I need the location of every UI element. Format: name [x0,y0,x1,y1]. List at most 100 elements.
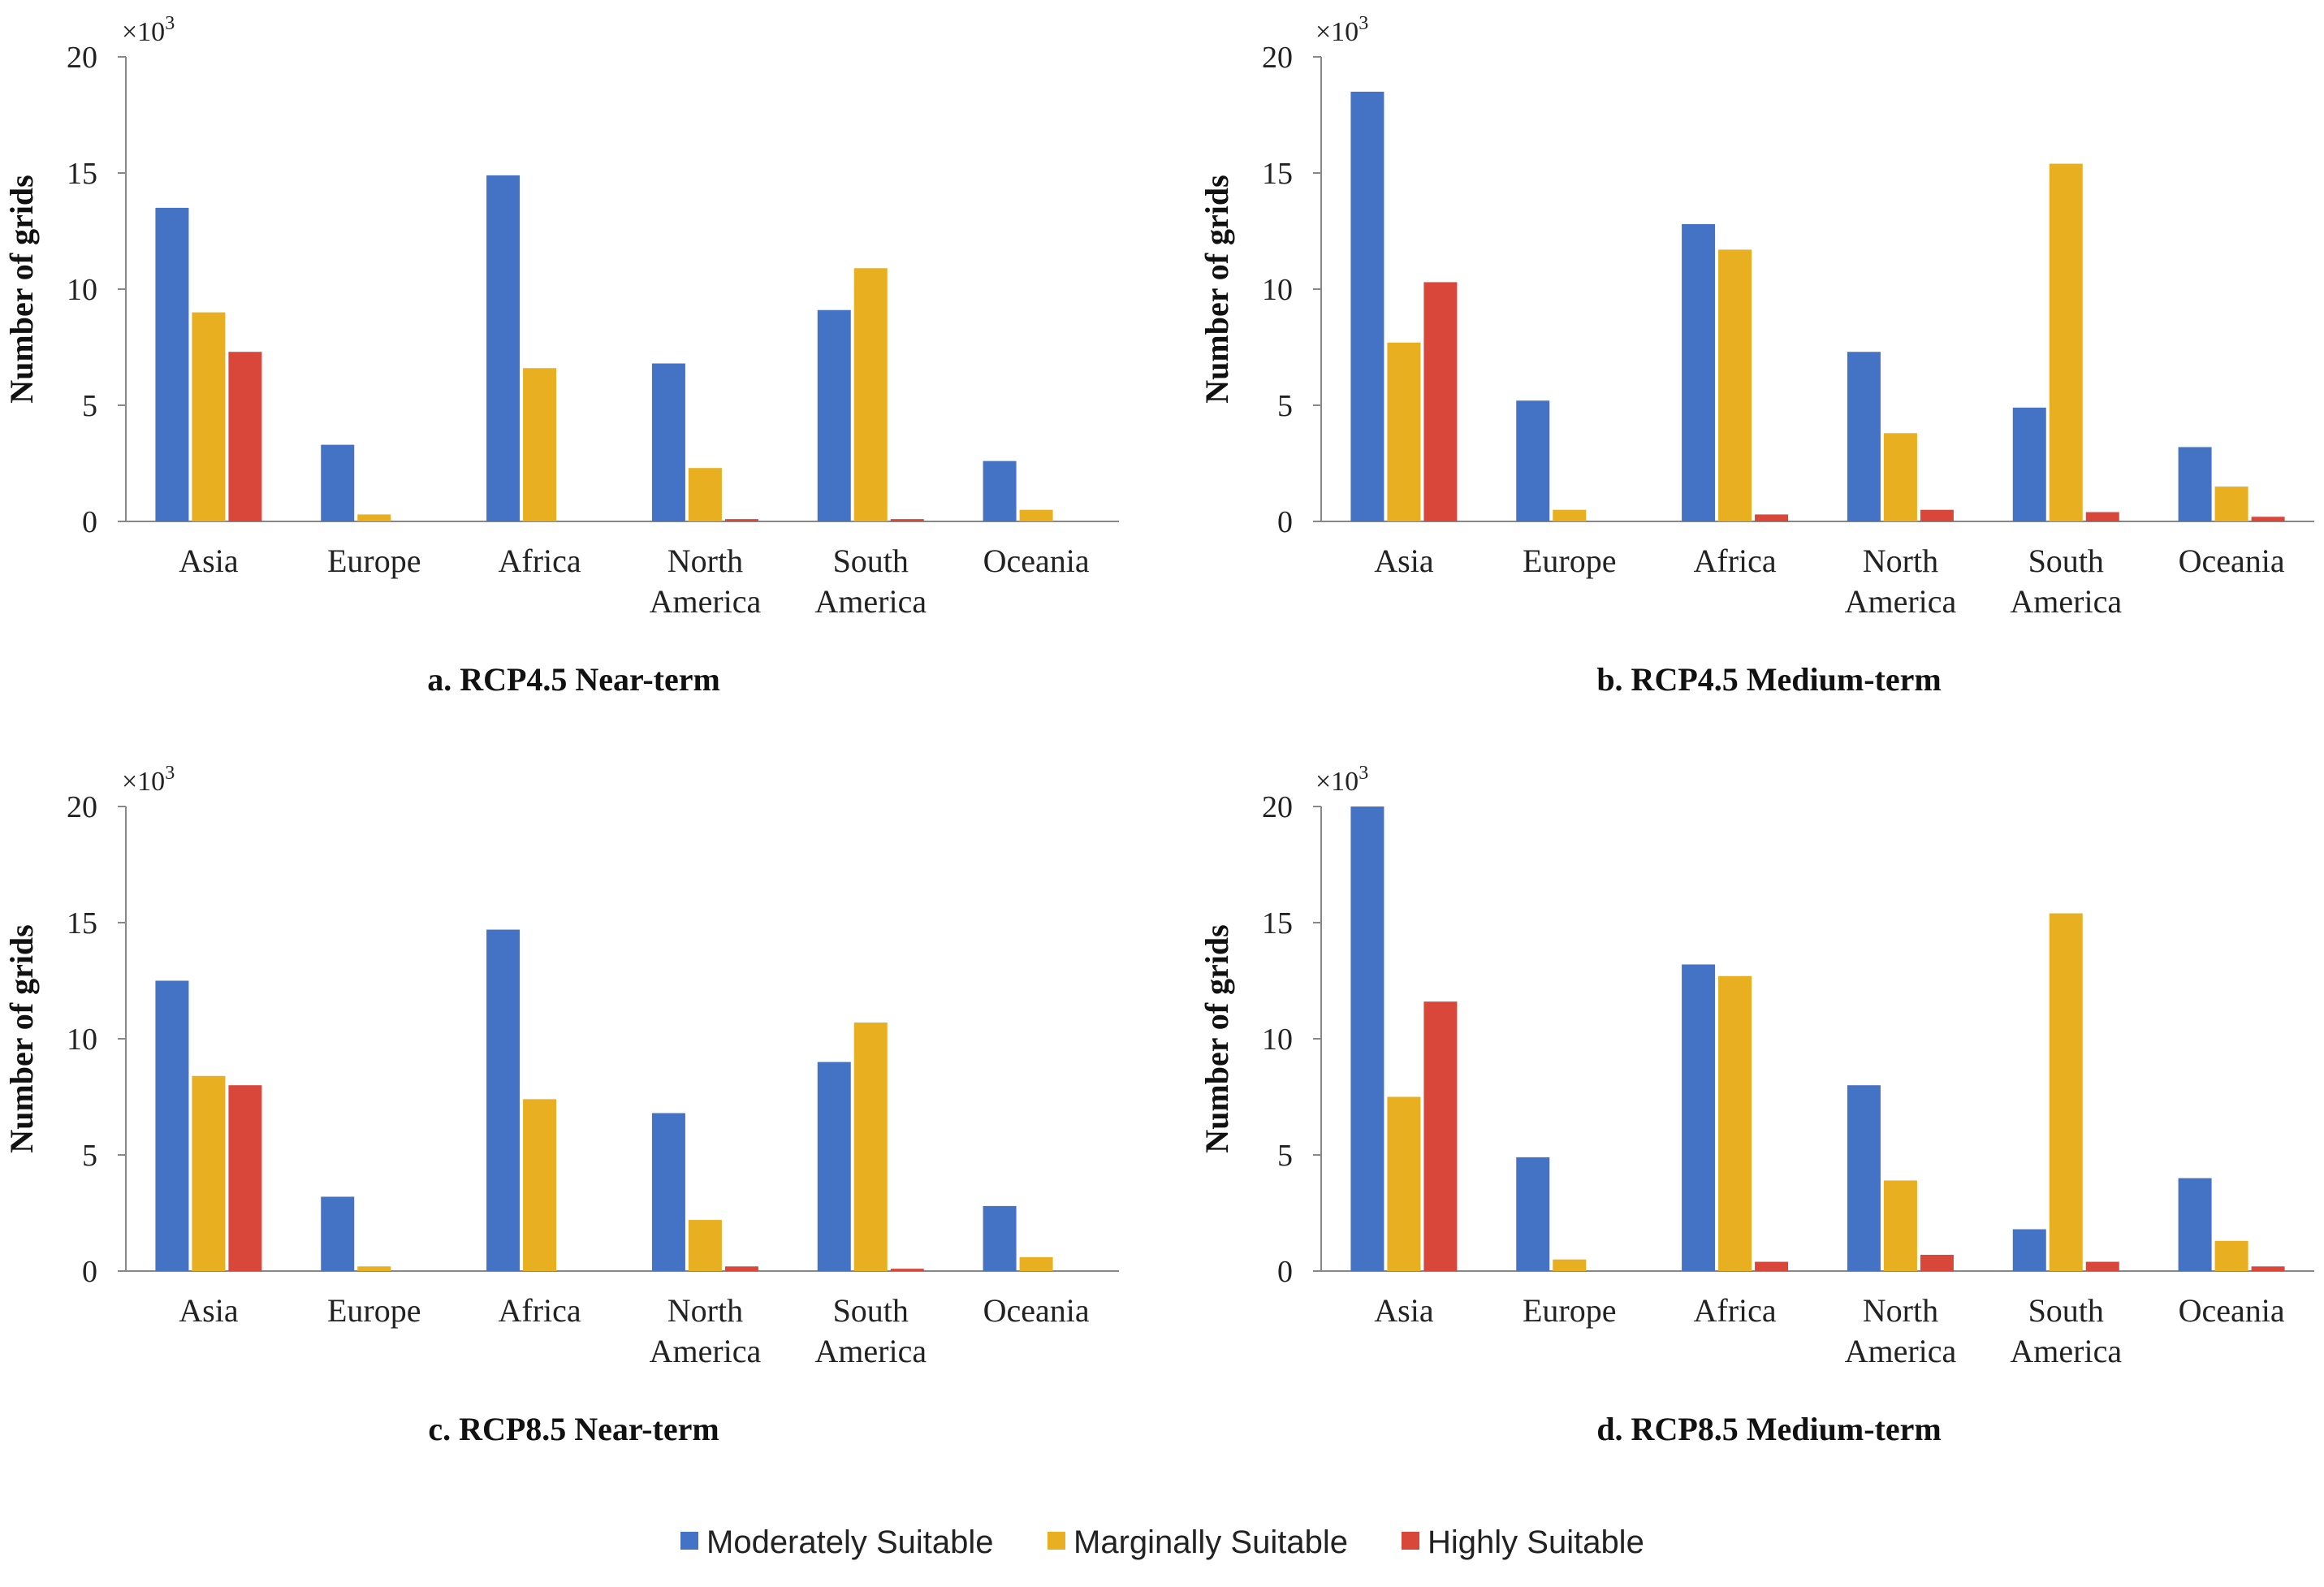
legend-swatch-marginally-suitable [1048,1532,1065,1550]
x-tick-label: America [814,583,927,620]
bar-africa-moderately-suitable [486,929,521,1271]
x-tick-label: Oceania [2179,543,2285,579]
bar-oceania-marginally-suitable [2214,486,2248,521]
y-tick-label: 0 [1277,1255,1293,1289]
x-tick-label: Europe [1523,1292,1617,1329]
bar-south-america-marginally-suitable [853,268,888,521]
y-tick-label: 10 [67,1023,97,1057]
bar-oceania-marginally-suitable [1019,509,1053,521]
bar-oceania-moderately-suitable [983,461,1017,521]
x-tick-label: South [833,543,909,579]
bar-south-america-highly-suitable [890,1269,924,1271]
y-tick-label: 5 [1277,1139,1293,1173]
bar-asia-moderately-suitable [155,207,189,521]
x-tick-label: South [833,1292,909,1329]
chart-panel-3: 0 5 10 15 20 ×103 Number of grids Asia Europe Afr… [3,763,1119,1447]
bar-north-america-moderately-suitable [1847,352,1881,521]
bar-asia-highly-suitable [1423,282,1458,521]
x-tick-label: America [1845,1333,1957,1369]
y-tick-label: 0 [82,1255,97,1289]
bar-europe-marginally-suitable [357,1266,391,1271]
x-tick-label: Europe [327,543,421,579]
bar-europe-moderately-suitable [321,1196,355,1271]
bar-south-america-moderately-suitable [2012,407,2046,521]
bar-north-america-moderately-suitable [651,363,685,521]
y-multiplier-label: ×103 [122,763,175,797]
y-tick-label: 10 [1262,273,1293,307]
bar-asia-moderately-suitable [1350,91,1384,521]
bar-oceania-marginally-suitable [1019,1256,1053,1271]
x-tick-label: North [1863,543,1938,579]
bar-asia-marginally-suitable [1387,342,1421,521]
x-tick-label: Africa [1694,1292,1777,1329]
bar-oceania-moderately-suitable [983,1205,1017,1271]
bar-south-america-marginally-suitable [2049,163,2083,521]
x-tick-label: Asia [179,1292,239,1329]
bar-europe-marginally-suitable [357,514,391,521]
bar-north-america-moderately-suitable [1847,1085,1881,1271]
x-tick-label: Africa [499,543,581,579]
legend-swatch-moderately-suitable [680,1532,698,1550]
bar-europe-marginally-suitable [1553,1259,1587,1271]
bar-africa-marginally-suitable [1718,975,1752,1271]
y-axis-title: Number of grids [3,175,40,403]
bar-oceania-moderately-suitable [2178,1178,2212,1271]
bar-asia-marginally-suitable [192,1075,226,1271]
x-tick-label: America [650,1333,762,1369]
bar-north-america-marginally-suitable [688,468,722,521]
bar-south-america-highly-suitable [2085,1261,2119,1271]
bar-north-america-marginally-suitable [688,1220,722,1271]
y-tick-label: 0 [82,505,97,539]
bar-asia-moderately-suitable [155,980,189,1271]
bar-asia-marginally-suitable [192,312,226,521]
y-tick-label: 5 [82,389,97,423]
bar-oceania-highly-suitable [2251,1266,2285,1271]
bar-africa-moderately-suitable [1682,964,1716,1271]
legend-label-marginally-suitable: Marginally Suitable [1073,1524,1348,1560]
y-axis-title: Number of grids [1199,924,1235,1152]
y-tick-label: 10 [1262,1023,1293,1057]
y-multiplier-exponent: 3 [1359,763,1368,784]
bar-asia-highly-suitable [228,352,262,521]
legend-label-moderately-suitable: Moderately Suitable [706,1524,994,1560]
bar-asia-marginally-suitable [1387,1096,1421,1271]
y-multiplier-label: ×103 [122,13,175,47]
x-tick-label: South [2028,543,2104,579]
bar-africa-highly-suitable [1755,1261,1789,1271]
bar-africa-moderately-suitable [486,175,521,522]
x-tick-label: Asia [1374,543,1434,579]
y-tick-label: 20 [67,41,97,75]
bar-oceania-highly-suitable [2251,517,2285,521]
bar-asia-moderately-suitable [1350,806,1384,1271]
x-tick-label: Oceania [983,543,1090,579]
x-tick-label: South [2028,1292,2104,1329]
x-tick-label: Europe [1523,543,1617,579]
x-tick-label: Europe [327,1292,421,1329]
bar-south-america-highly-suitable [890,519,924,521]
y-multiplier-label: ×103 [1315,13,1368,47]
x-tick-label: North [667,543,743,579]
x-tick-label: America [2010,1333,2122,1369]
x-tick-label: America [814,1333,927,1369]
bar-asia-highly-suitable [1423,1001,1458,1271]
bar-africa-marginally-suitable [523,1099,557,1271]
y-tick-label: 5 [1277,389,1293,423]
bar-africa-moderately-suitable [1682,223,1716,521]
panel-title: b. RCP4.5 Medium-term [1596,661,1941,698]
chart-panel-1: 0 5 10 15 20 ×103 Number of grids Asia Europe Afr… [3,13,1119,698]
bar-oceania-marginally-suitable [2214,1240,2248,1271]
y-multiplier-exponent: 3 [165,763,175,784]
panel-title: c. RCP8.5 Near-term [428,1411,719,1447]
bar-europe-moderately-suitable [1516,1157,1550,1271]
x-tick-label: North [1863,1292,1938,1329]
y-multiplier-exponent: 3 [165,13,175,34]
y-tick-label: 20 [1262,790,1293,824]
x-tick-label: Africa [1694,543,1777,579]
bar-north-america-highly-suitable [724,519,758,521]
legend-label-highly-suitable: Highly Suitable [1428,1524,1644,1560]
bar-europe-marginally-suitable [1553,509,1587,521]
x-tick-label: Africa [499,1292,581,1329]
y-tick-label: 15 [1262,157,1293,191]
